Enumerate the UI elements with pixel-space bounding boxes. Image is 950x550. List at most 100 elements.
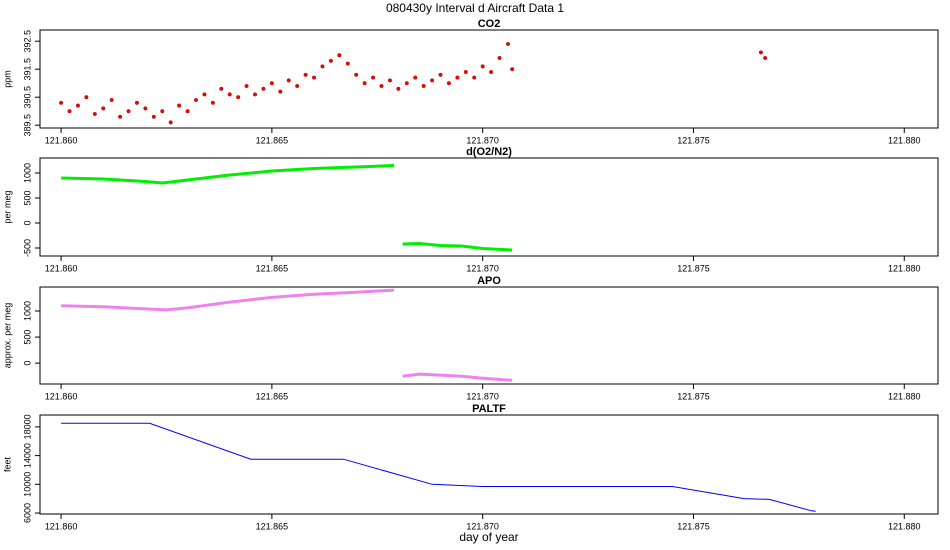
point	[118, 114, 123, 119]
point	[303, 72, 308, 77]
point	[758, 50, 763, 55]
point	[67, 109, 72, 114]
y-tick-label: 391.5	[22, 58, 32, 81]
point	[455, 75, 460, 80]
point	[430, 78, 435, 83]
point	[219, 86, 224, 91]
y-tick-label: 390.5	[22, 86, 32, 109]
point	[396, 86, 401, 91]
point	[404, 81, 409, 86]
point	[202, 92, 207, 97]
x-tick-label: 121.870	[466, 521, 499, 531]
point	[75, 103, 80, 108]
point	[210, 100, 215, 105]
point	[151, 114, 156, 119]
point	[168, 120, 173, 125]
x-tick-label: 121.865	[256, 263, 289, 273]
y-tick-label: 6000	[22, 503, 32, 523]
x-tick-label: 121.875	[677, 521, 710, 531]
point	[320, 64, 325, 69]
series-line	[61, 288, 513, 382]
x-tick-label: 121.870	[466, 135, 499, 145]
panel-title: APO	[477, 275, 501, 287]
point	[193, 97, 198, 102]
x-tick-label: 121.860	[45, 135, 78, 145]
x-tick-label: 121.860	[45, 521, 78, 531]
y-tick-label: 0	[22, 220, 32, 225]
point	[177, 103, 182, 108]
y-tick-label: 18000	[22, 414, 32, 439]
point	[328, 58, 333, 63]
y-axis-label: per meg	[2, 190, 12, 223]
panel-title: PALTF	[472, 403, 506, 415]
panel-title: CO2	[478, 18, 501, 30]
x-tick-label: 121.880	[888, 521, 921, 531]
plot-box	[39, 157, 939, 257]
point	[244, 83, 249, 88]
x-tick-label: 121.880	[888, 263, 921, 273]
x-tick-label: 121.865	[256, 521, 289, 531]
point	[253, 92, 258, 97]
point	[109, 97, 114, 102]
x-tick-label: 121.880	[888, 391, 921, 401]
point	[236, 95, 241, 100]
point	[227, 92, 232, 97]
point	[763, 56, 768, 61]
x-tick-label: 121.865	[256, 135, 289, 145]
y-tick-label: 392.5	[22, 30, 32, 53]
point	[463, 69, 468, 74]
x-tick-label: 121.875	[677, 263, 710, 273]
point	[92, 111, 97, 116]
y-tick-label: 14000	[22, 443, 32, 468]
point	[489, 69, 494, 74]
point	[101, 106, 106, 111]
point	[345, 61, 350, 66]
point	[160, 109, 165, 114]
point	[84, 95, 89, 100]
point	[312, 75, 317, 80]
point	[421, 83, 426, 88]
y-axis-label: ppm	[2, 70, 12, 88]
series-line	[61, 422, 816, 512]
point	[185, 109, 190, 114]
point	[371, 75, 376, 80]
y-axis-label: approx. per meg	[2, 303, 12, 369]
y-tick-label: 0	[22, 361, 32, 366]
point	[413, 75, 418, 80]
y-tick-label: 500	[22, 190, 32, 205]
point	[446, 81, 451, 86]
plot-box	[39, 286, 939, 385]
panel-title: d(O2/N2)	[466, 146, 512, 158]
point	[261, 86, 266, 91]
point	[379, 83, 384, 88]
y-tick-label: -500	[22, 239, 32, 257]
point	[134, 100, 139, 105]
x-tick-label: 121.875	[677, 391, 710, 401]
point	[472, 75, 477, 80]
point	[59, 100, 64, 105]
x-tick-label: 121.860	[45, 263, 78, 273]
point	[497, 56, 502, 61]
series-line	[61, 164, 513, 252]
y-tick-label: 389.5	[22, 114, 32, 137]
point	[286, 78, 291, 83]
point	[295, 83, 300, 88]
x-axis-label: day of year	[459, 530, 518, 544]
x-tick-label: 121.870	[466, 263, 499, 273]
point	[143, 106, 148, 111]
page-title: 080430y Interval d Aircraft Data 1	[386, 1, 564, 15]
x-tick-label: 121.860	[45, 391, 78, 401]
y-tick-label: 500	[22, 330, 32, 345]
point	[126, 109, 131, 114]
x-tick-label: 121.865	[256, 391, 289, 401]
y-tick-label: 1000	[22, 163, 32, 183]
y-tick-label: 10000	[22, 472, 32, 497]
plot-box	[39, 29, 939, 129]
point	[362, 81, 367, 86]
point	[505, 42, 510, 47]
point	[480, 64, 485, 69]
point	[510, 67, 515, 72]
point	[269, 81, 274, 86]
